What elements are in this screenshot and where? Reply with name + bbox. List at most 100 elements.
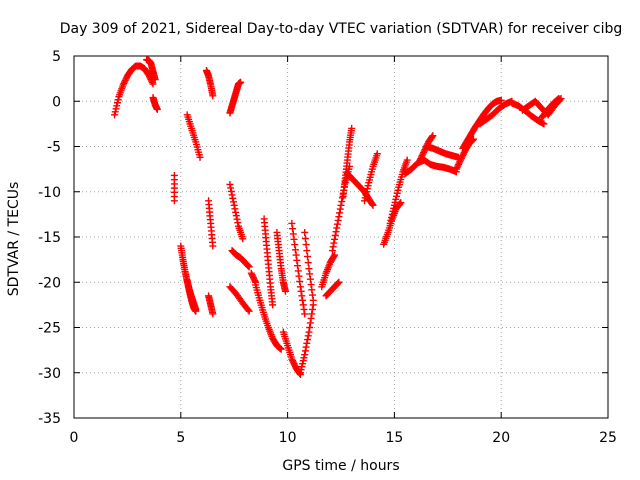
ticks: 0 5 10 15 20 25 5 0 -5 -10 -15 -20 -25 -30 -35 xyxy=(38,49,617,446)
data-point-fill xyxy=(296,370,304,378)
series-arc-16 xyxy=(252,281,285,353)
series-arc-28 xyxy=(360,150,381,205)
data-point-fill xyxy=(251,277,259,285)
series-arc-23 xyxy=(318,251,339,291)
data-point-fill xyxy=(304,336,312,344)
data-point xyxy=(333,224,341,232)
y-axis-title: SDTVAR / TECUs xyxy=(6,182,22,297)
y-tick-label: -5 xyxy=(47,140,61,156)
series-arc-21 xyxy=(296,301,317,377)
series-arc-31 xyxy=(401,156,460,178)
data-point xyxy=(149,80,157,88)
data-point-fill xyxy=(229,198,237,206)
data-point-fill xyxy=(303,339,311,347)
series-arc-36 xyxy=(476,97,516,128)
data-point-fill xyxy=(308,310,316,318)
series-arc-12 xyxy=(226,181,247,243)
data-point xyxy=(151,76,159,84)
data-point xyxy=(153,105,161,113)
data-point xyxy=(555,95,563,103)
y-tick-label: -20 xyxy=(38,275,61,291)
series-arc-33 xyxy=(422,143,462,161)
data-point xyxy=(209,92,217,100)
data-point-fill xyxy=(289,225,297,233)
data-point-fill xyxy=(229,194,237,202)
data-point-fill xyxy=(330,239,338,247)
data-point-fill xyxy=(306,319,314,327)
x-tick-label: 5 xyxy=(176,430,185,446)
data-point-fill xyxy=(295,272,303,280)
data-point-fill xyxy=(244,306,252,314)
x-tick-label: 20 xyxy=(492,430,510,446)
data-point-fill xyxy=(307,281,315,289)
data-point-fill xyxy=(428,133,436,141)
data-point xyxy=(209,310,217,318)
series-arc-07 xyxy=(183,111,204,161)
data-point-fill xyxy=(331,231,339,239)
data-point-fill xyxy=(302,241,310,249)
x-axis-title: GPS time / hours xyxy=(282,458,399,474)
data-point-fill xyxy=(335,213,343,221)
data-point-fill xyxy=(232,212,240,220)
data-point-fill xyxy=(300,305,308,313)
series-arc-19 xyxy=(279,328,304,379)
y-tick-label: -15 xyxy=(38,230,61,246)
data-point-fill xyxy=(290,235,298,243)
data-point-fill xyxy=(396,200,404,208)
data-point-fill xyxy=(231,205,239,213)
data-point-fill xyxy=(299,301,307,309)
grid xyxy=(74,56,608,418)
y-tick-label: 0 xyxy=(52,94,61,110)
data-point-fill xyxy=(294,267,302,275)
data-point xyxy=(239,235,247,243)
data-point-fill xyxy=(333,280,341,288)
data-point-fill xyxy=(303,247,311,255)
data-point-fill xyxy=(301,235,309,243)
data-point-fill xyxy=(301,347,309,355)
data-point xyxy=(230,201,238,209)
series-arc-35 xyxy=(459,96,505,152)
data-point-fill xyxy=(309,305,317,313)
x-tick-label: 0 xyxy=(70,430,79,446)
series-arc-03 xyxy=(149,94,161,113)
data-point xyxy=(196,153,204,161)
data-point xyxy=(373,150,381,158)
data-point xyxy=(335,278,343,286)
data-point-fill xyxy=(336,205,344,213)
data-point xyxy=(209,242,217,250)
data-points xyxy=(111,56,565,379)
y-tick-label: -30 xyxy=(38,366,61,382)
data-point-fill xyxy=(336,209,344,217)
data-point-fill xyxy=(309,291,317,299)
data-point-fill xyxy=(293,256,301,264)
data-point-fill xyxy=(329,243,337,251)
x-tick-label: 15 xyxy=(385,430,403,446)
series-arc-11 xyxy=(226,78,245,117)
data-point-fill xyxy=(227,187,235,195)
data-point xyxy=(288,219,296,227)
data-point-fill xyxy=(331,235,339,243)
data-point-fill xyxy=(298,292,306,300)
series-arc-30 xyxy=(386,156,411,227)
data-point xyxy=(226,181,234,189)
data-point xyxy=(348,124,356,132)
data-point xyxy=(328,247,336,255)
data-point xyxy=(497,96,505,104)
series-arc-08 xyxy=(202,66,217,100)
y-tick-label: -35 xyxy=(38,411,61,427)
data-point-fill xyxy=(334,216,342,224)
data-point-fill xyxy=(244,262,252,270)
data-point xyxy=(269,301,277,309)
data-point xyxy=(192,307,200,315)
data-point-fill xyxy=(308,286,316,294)
data-point-fill xyxy=(244,261,252,269)
series-arc-34 xyxy=(452,135,477,173)
data-point xyxy=(301,351,309,359)
series-arc-09 xyxy=(205,197,217,250)
series-arc-02 xyxy=(143,56,159,84)
data-point-fill xyxy=(289,230,297,238)
series-arc-04 xyxy=(170,171,178,205)
series-arc-26 xyxy=(339,124,356,200)
data-point xyxy=(301,228,309,236)
